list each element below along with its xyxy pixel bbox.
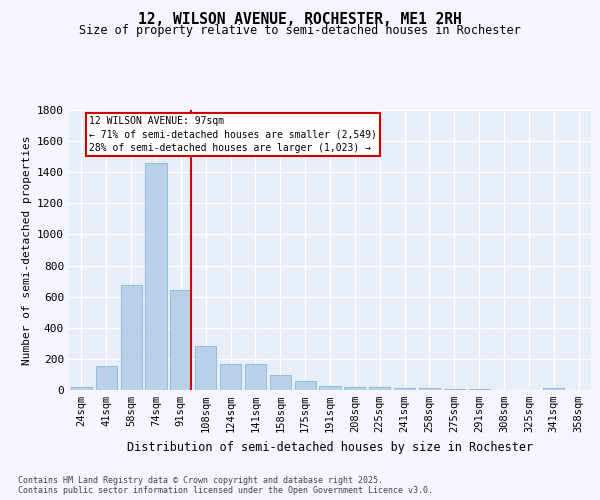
- Bar: [444, 389, 465, 390]
- Bar: [220, 364, 241, 390]
- Bar: [469, 389, 490, 390]
- Text: Contains HM Land Registry data © Crown copyright and database right 2025.
Contai: Contains HM Land Registry data © Crown c…: [18, 476, 433, 495]
- Bar: [71, 387, 92, 390]
- Bar: [121, 285, 142, 390]
- Bar: [245, 364, 266, 390]
- Bar: [369, 387, 390, 390]
- Bar: [419, 388, 440, 390]
- Bar: [270, 375, 291, 390]
- Text: Size of property relative to semi-detached houses in Rochester: Size of property relative to semi-detach…: [79, 24, 521, 37]
- Bar: [543, 388, 564, 390]
- Bar: [96, 366, 117, 390]
- Bar: [295, 382, 316, 390]
- Bar: [195, 346, 216, 390]
- Bar: [394, 388, 415, 390]
- Y-axis label: Number of semi-detached properties: Number of semi-detached properties: [22, 135, 32, 365]
- Text: 12 WILSON AVENUE: 97sqm
← 71% of semi-detached houses are smaller (2,549)
28% of: 12 WILSON AVENUE: 97sqm ← 71% of semi-de…: [89, 116, 377, 152]
- Text: 12, WILSON AVENUE, ROCHESTER, ME1 2RH: 12, WILSON AVENUE, ROCHESTER, ME1 2RH: [138, 12, 462, 28]
- Bar: [344, 386, 365, 390]
- Bar: [319, 386, 341, 390]
- Bar: [145, 163, 167, 390]
- X-axis label: Distribution of semi-detached houses by size in Rochester: Distribution of semi-detached houses by …: [127, 440, 533, 454]
- Bar: [170, 290, 191, 390]
